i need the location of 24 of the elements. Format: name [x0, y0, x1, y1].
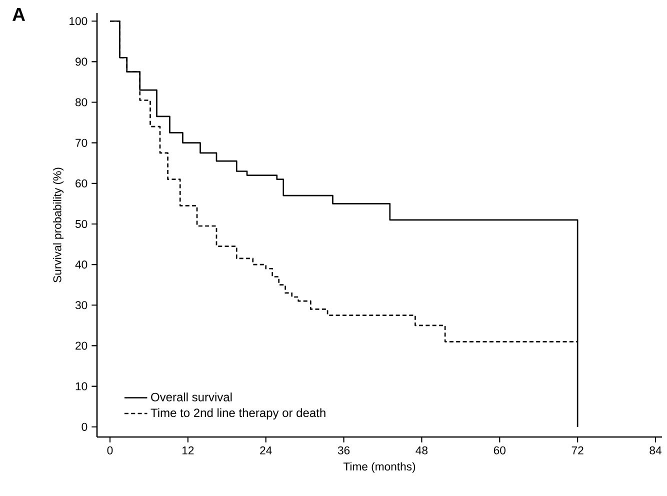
y-tick-label: 70 [76, 138, 88, 147]
x-tick-label: 84 [650, 446, 662, 454]
x-axis-title: Time (months) [343, 462, 416, 473]
legend-label: Overall survival [151, 392, 232, 402]
y-tick-label: 0 [82, 422, 88, 431]
y-axis-title: Survival probability (%) [52, 168, 64, 282]
x-tick-label: 36 [338, 446, 350, 454]
y-tick-label: 80 [76, 98, 88, 106]
y-tick-label: 50 [75, 220, 88, 228]
x-tick-label: 12 [182, 446, 194, 454]
y-tick-label: 40 [75, 260, 88, 269]
x-tick-label: 0 [107, 446, 113, 454]
y-tick-label: 30 [75, 301, 88, 310]
y-tick-label: 90 [76, 58, 88, 66]
x-tick-label: 24 [260, 446, 272, 454]
y-tick-label: 100 [70, 17, 88, 26]
y-tick-label: 10 [76, 382, 88, 390]
y-tick-label: 20 [76, 342, 88, 350]
x-tick-label: 60 [494, 446, 506, 454]
x-tick-label: 48 [416, 446, 428, 454]
legend-label: Time to 2nd line therapy or death [150, 408, 326, 420]
x-tick-label: 72 [572, 446, 584, 454]
y-tick-label: 60 [76, 179, 88, 188]
text: A [12, 8, 26, 21]
